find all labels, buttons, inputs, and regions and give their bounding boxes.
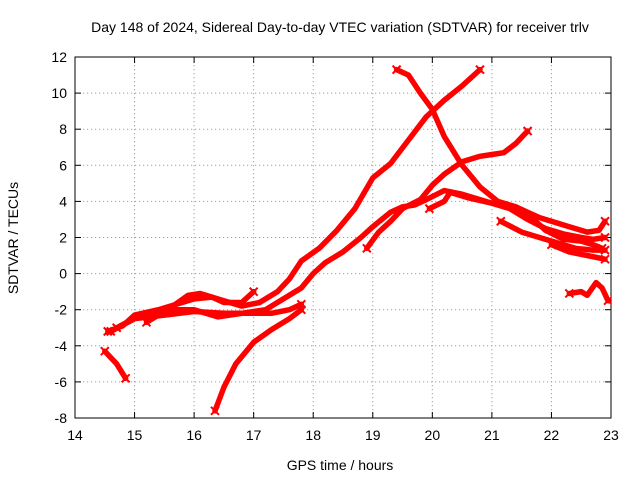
chart-title: Day 148 of 2024, Sidereal Day-to-day VTE… (91, 19, 589, 35)
data-point-marker (600, 254, 610, 264)
series-trace-12 (566, 279, 611, 304)
data-point-marker (600, 245, 610, 255)
y-tick-label: -6 (55, 374, 68, 390)
y-tick-labels: -8 -6 -4 -2 0 2 4 6 8 10 12 (51, 49, 67, 426)
x-tick-label: 17 (246, 427, 262, 443)
data-point-marker (362, 243, 372, 254)
y-tick-label: -4 (55, 338, 68, 354)
data-point-marker (496, 216, 506, 226)
x-tick-label: 20 (425, 427, 441, 443)
y-tick-label: -2 (55, 302, 68, 318)
data-point-marker (248, 286, 259, 297)
series-trace-10 (102, 348, 129, 382)
y-tick-label: 6 (59, 157, 67, 173)
data-point-marker (210, 406, 220, 416)
y-tick-label: 2 (59, 230, 67, 246)
y-tick-label: 4 (59, 193, 67, 209)
series-trace-8 (498, 218, 608, 253)
x-tick-label: 19 (365, 427, 381, 443)
series-trace-5 (393, 66, 608, 235)
series-trace-4 (143, 66, 483, 326)
data-point-marker (120, 373, 131, 383)
x-tick-label: 15 (127, 427, 143, 443)
data-point-marker (141, 317, 152, 328)
data-point-marker (475, 64, 485, 75)
x-tick-label: 18 (305, 427, 321, 443)
data-point-marker (424, 203, 435, 214)
x-tick-label: 22 (544, 427, 560, 443)
x-axis-label: GPS time / hours (287, 457, 394, 473)
data-point-marker (564, 288, 575, 299)
data-point-marker (546, 240, 557, 250)
x-tick-label: 14 (67, 427, 83, 443)
series-trace-6 (364, 128, 531, 252)
data-point-marker (296, 304, 307, 315)
data-point-marker (100, 346, 110, 356)
data-point-marker (600, 232, 610, 243)
data-point-marker (106, 326, 116, 337)
series-trace-7 (426, 189, 608, 243)
y-tick-label: 12 (51, 49, 67, 65)
series-trace-9 (548, 241, 608, 262)
x-tick-labels: 14 15 16 17 18 19 20 21 22 23 (67, 427, 619, 443)
y-tick-label: 0 (59, 266, 67, 282)
y-tick-label: 8 (59, 121, 67, 137)
x-tick-label: 16 (186, 427, 202, 443)
data-point-marker (522, 126, 533, 136)
y-axis-label: SDTVAR / TECUs (5, 182, 21, 294)
data-point-marker (603, 295, 611, 306)
data-point-marker (600, 216, 610, 226)
x-tick-label: 21 (484, 427, 500, 443)
y-tick-label: 10 (51, 85, 67, 101)
x-tick-label: 23 (603, 427, 619, 443)
series-trace-11 (212, 306, 305, 414)
y-tick-label: -8 (55, 410, 68, 426)
data-point-marker (111, 323, 122, 333)
axis-ticks (74, 56, 612, 419)
series-layer (100, 64, 611, 416)
data-point-marker (391, 64, 402, 75)
